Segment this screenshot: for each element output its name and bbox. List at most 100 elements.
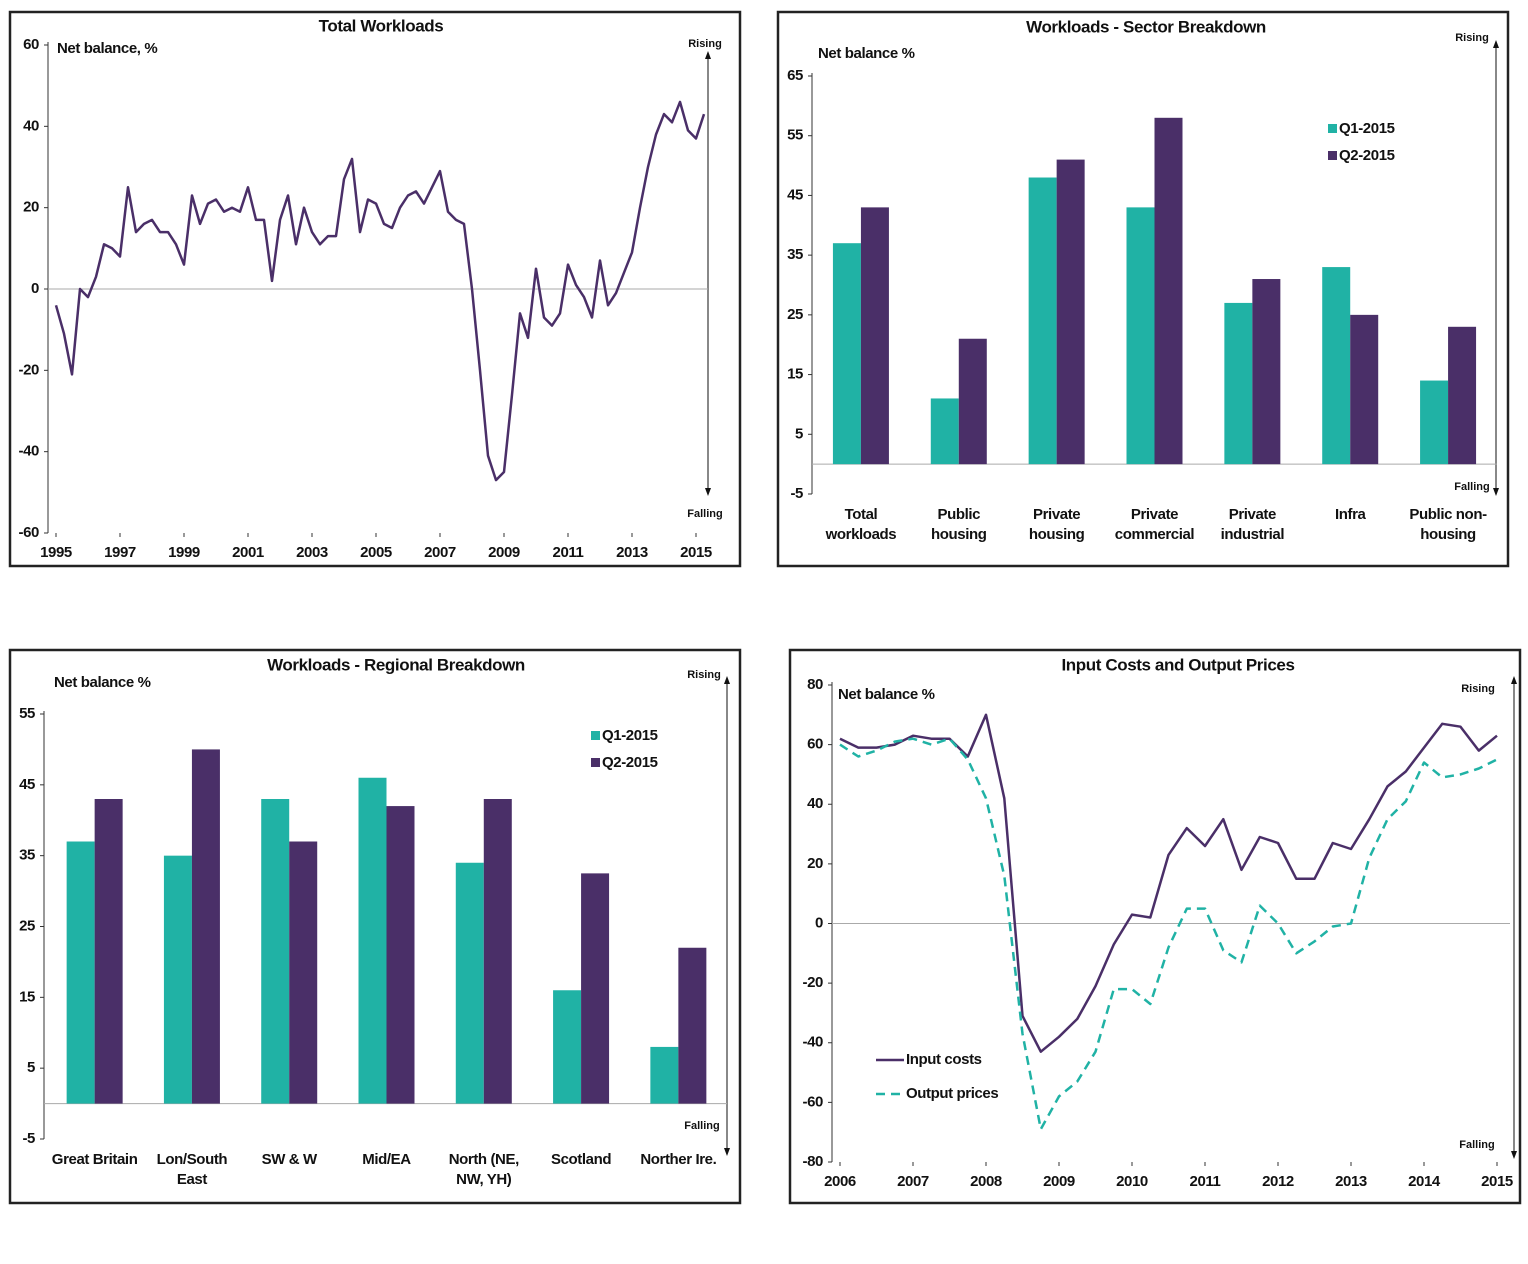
legend-label: Output prices [906, 1085, 998, 1102]
y-tick-label: -20 [803, 974, 824, 991]
annotation: Falling [684, 1120, 719, 1132]
bar [66, 841, 95, 1104]
bar [958, 338, 987, 465]
x-tick-label: 1999 [168, 544, 200, 561]
annotation: Falling [1454, 481, 1489, 493]
annotation: Falling [1459, 1139, 1494, 1151]
x-tick-label: Infra [1334, 506, 1366, 523]
bar [386, 806, 415, 1104]
y-tick-label: 60 [807, 736, 823, 753]
y-tick-label: 25 [787, 306, 803, 323]
y-axis-title: Net balance % [838, 686, 935, 703]
bar [1252, 279, 1281, 465]
panel-frame [776, 10, 1510, 568]
y-tick-label: -40 [803, 1034, 824, 1051]
x-tick-label: 2011 [553, 544, 584, 561]
y-tick-label: 65 [787, 67, 803, 84]
x-tick-label: 2009 [488, 544, 520, 561]
chart-title: Total Workloads [319, 16, 444, 35]
x-tick-label: 2010 [1116, 1173, 1148, 1190]
annotation: Rising [1461, 683, 1495, 695]
y-tick-label: -60 [803, 1093, 824, 1110]
y-tick-label: 15 [19, 988, 35, 1005]
panel-frame [788, 648, 1522, 1205]
bar [1420, 380, 1449, 465]
x-tick-label: Private commercial [1114, 506, 1195, 543]
data-line [54, 100, 706, 482]
legend-swatch [1328, 151, 1337, 160]
x-tick-label: North (NE, NW, YH) [448, 1151, 520, 1188]
x-tick-label: 1995 [40, 544, 72, 561]
x-tick-label: Scotland [550, 1151, 612, 1168]
y-tick-label: -40 [19, 443, 40, 460]
bar [191, 749, 220, 1104]
bar [261, 799, 290, 1104]
legend-label: Q1-2015 [1339, 120, 1395, 137]
chart-title: Workloads - Sector Breakdown [1026, 17, 1266, 36]
x-tick-label: 2006 [824, 1173, 856, 1190]
bar [1350, 314, 1379, 465]
annotation: Rising [687, 669, 721, 681]
y-tick-label: 45 [19, 776, 35, 793]
annotation: Rising [688, 38, 722, 50]
x-tick-label: 2007 [424, 544, 456, 561]
y-tick-label: 40 [807, 795, 823, 812]
x-tick-label: 1997 [104, 544, 136, 561]
x-tick-label: 2015 [1481, 1173, 1513, 1190]
bar [163, 855, 192, 1104]
annotation: Rising [1455, 32, 1489, 44]
x-tick-label: 2005 [360, 544, 392, 561]
legend-label: Input costs [906, 1051, 982, 1068]
y-tick-label: 5 [795, 425, 803, 442]
legend-swatch [591, 731, 600, 740]
y-tick-label: 20 [807, 855, 823, 872]
y-axis-title: Net balance % [54, 674, 151, 691]
panel-frame [8, 10, 742, 568]
y-tick-label: 55 [19, 705, 35, 722]
bar [930, 398, 959, 465]
legend-swatch [591, 758, 600, 767]
y-tick-label: -20 [19, 361, 40, 378]
legend-label: Q2-2015 [602, 754, 658, 771]
legend-label: Q2-2015 [1339, 147, 1395, 164]
bar [1448, 326, 1477, 465]
bar [1126, 207, 1155, 465]
bar [832, 243, 861, 465]
y-axis-title: Net balance % [818, 45, 915, 62]
x-tick-label: 2013 [1335, 1173, 1367, 1190]
legend-label: Q1-2015 [602, 727, 658, 744]
x-tick-label: Norther Ire. [640, 1151, 717, 1168]
x-tick-label: 2013 [616, 544, 648, 561]
x-tick-label: Private housing [1028, 506, 1085, 543]
y-tick-label: 80 [807, 676, 823, 693]
y-tick-label: -5 [22, 1130, 35, 1147]
bar [1224, 302, 1253, 465]
x-tick-label: 2015 [680, 544, 712, 561]
bar [1028, 177, 1057, 465]
y-tick-label: 0 [815, 914, 823, 931]
x-tick-label: Total workloads [825, 506, 897, 543]
x-tick-label: Public housing [931, 506, 987, 543]
x-tick-label: 2014 [1408, 1173, 1441, 1190]
y-tick-label: -60 [19, 524, 40, 541]
bar [358, 777, 387, 1104]
y-tick-label: 40 [23, 117, 39, 134]
x-tick-label: SW & W [261, 1151, 317, 1168]
y-tick-label: 35 [19, 847, 35, 864]
x-tick-label: Private industrial [1220, 506, 1285, 543]
bar [94, 799, 123, 1104]
bar [678, 947, 707, 1104]
x-tick-label: 2009 [1043, 1173, 1075, 1190]
x-tick-label: 2008 [970, 1173, 1002, 1190]
x-tick-label: 2003 [296, 544, 328, 561]
chart-title: Input Costs and Output Prices [1061, 655, 1294, 674]
y-tick-label: 15 [787, 366, 803, 383]
y-tick-label: -80 [803, 1153, 824, 1170]
x-tick-label: Public non-housing [1409, 506, 1487, 543]
bar [650, 1046, 679, 1104]
panel-frame [8, 648, 742, 1205]
bar [289, 841, 318, 1104]
x-tick-label: Lon/South East [156, 1151, 228, 1188]
